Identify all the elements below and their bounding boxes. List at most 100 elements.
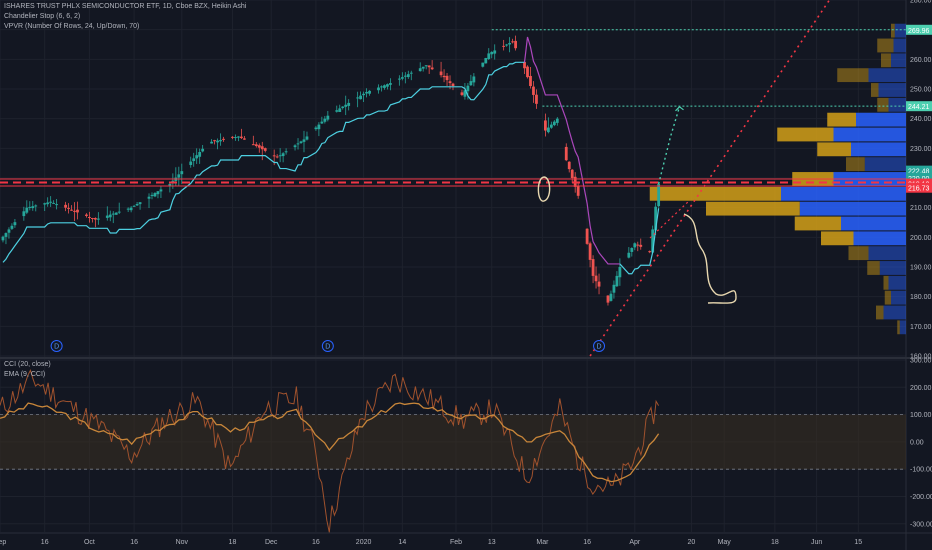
dividend-marker	[50, 340, 63, 352]
candle-body	[25, 207, 29, 213]
vpvr-up-bar	[891, 290, 906, 305]
price-label-bg	[906, 165, 932, 176]
candle-body	[147, 196, 151, 199]
candle-body	[13, 222, 17, 226]
time-tick-label: Sep	[0, 539, 6, 546]
candle-body	[70, 209, 73, 211]
time-tick-label: 15	[854, 539, 862, 546]
time-tick-label: May	[718, 539, 732, 546]
candle-body	[210, 141, 213, 144]
candle-body	[651, 229, 655, 253]
candle-body	[55, 204, 59, 206]
candle-body	[242, 138, 246, 140]
vpvr-down-bar	[706, 201, 800, 216]
chandelier-stop	[2, 36, 660, 275]
candle-body	[323, 118, 327, 122]
vpvr-down-bar	[848, 246, 869, 261]
candle-body	[445, 75, 449, 81]
projection-path	[657, 106, 681, 185]
time-tick-label: 18	[771, 539, 779, 546]
time-tick-label: 2020	[356, 539, 372, 546]
candle-body	[1, 236, 5, 241]
candle-body	[240, 136, 243, 139]
cci-tick-label: -300.00	[910, 521, 932, 528]
candle-body	[657, 183, 661, 207]
candle-body	[96, 218, 100, 220]
candle-body	[469, 81, 473, 86]
chandelier-line	[523, 36, 620, 265]
price-label: 222.48	[908, 169, 930, 176]
drawing-curve	[683, 213, 737, 304]
candle-body	[555, 118, 559, 123]
candle-body	[88, 216, 91, 218]
candle-body	[627, 252, 631, 258]
candle-body	[138, 202, 142, 205]
candle-body	[526, 66, 529, 78]
time-tick-label: 20	[688, 539, 696, 546]
symbol-title[interactable]: ISHARES TRUST PHLX SEMICONDUCTOR ETF, 1D…	[4, 3, 247, 10]
cci-legend: CCI (20, close) EMA (9, CCI)	[4, 360, 51, 380]
time-tick-label: 18	[229, 539, 237, 546]
candle-body	[314, 127, 318, 130]
candle-body	[31, 206, 35, 209]
candle-body	[251, 144, 255, 146]
candle-body	[636, 244, 640, 246]
main-legend: ISHARES TRUST PHLX SEMICONDUCTOR ETF, 1D…	[4, 2, 246, 32]
candle-body	[168, 183, 172, 186]
cci-tick-label: 300.00	[910, 358, 932, 365]
candle-body	[150, 194, 154, 196]
vpvr-up-bar	[833, 127, 906, 142]
candle-body	[570, 169, 574, 178]
candle-body	[532, 86, 535, 95]
price-axis: 280.00270.00260.00250.00240.00230.00220.…	[906, 0, 932, 361]
price-label: 244.21	[908, 104, 930, 111]
price-tick-label: 160.00	[910, 354, 932, 361]
vpvr-down-bar	[877, 38, 894, 53]
candle-body	[129, 207, 133, 211]
vpvr-down-bar	[777, 127, 834, 142]
candle-body	[46, 202, 50, 205]
candle-body	[654, 206, 658, 231]
candle-body	[615, 275, 619, 287]
candle-body	[198, 151, 202, 157]
chandelier-stop-label[interactable]: Chandelier Stop (6, 6, 2)	[4, 13, 81, 20]
cci-axis: 300.00 200.00 100.00 0.00 -100.00 -200.00 -300…	[910, 358, 932, 529]
candle-body	[448, 81, 452, 84]
vpvr-up-bar	[894, 23, 906, 38]
vpvr-up-bar	[841, 216, 906, 231]
cci-label[interactable]: CCI (20, close)	[4, 361, 51, 368]
vpvr-down-bar	[817, 142, 851, 157]
candle-body	[192, 158, 196, 162]
vpvr-profile	[649, 23, 906, 335]
candle-body	[64, 204, 67, 208]
dividend-marker-label: D	[54, 344, 59, 351]
vpvr-label[interactable]: VPVR (Number Of Rows, 24, Up/Down, 70)	[4, 23, 140, 30]
candle-body	[383, 85, 386, 88]
price-tick-label: 280.00	[910, 0, 932, 5]
candle-body	[257, 145, 261, 148]
candle-body	[22, 211, 26, 217]
time-tick-label: Nov	[176, 539, 189, 546]
vpvr-down-bar	[827, 112, 856, 127]
vpvr-down-bar	[867, 261, 880, 275]
candle-body	[472, 76, 476, 83]
candle-body	[442, 75, 446, 78]
vpvr-up-bar	[781, 186, 906, 201]
cci-tick-label: -100.00	[910, 467, 932, 474]
vpvr-down-bar	[846, 157, 865, 172]
vpvr-up-bar	[893, 38, 906, 53]
candle-body	[299, 141, 303, 143]
candle-body	[594, 275, 598, 282]
time-tick-label: 13	[488, 539, 496, 546]
time-tick-label: Oct	[84, 539, 95, 546]
cci-tick-label: -200.00	[910, 494, 932, 501]
price-tick-label: 250.00	[910, 87, 932, 94]
candle-body	[275, 156, 279, 158]
time-tick-label: Feb	[450, 539, 462, 546]
ema-label[interactable]: EMA (9, CCI)	[4, 371, 46, 378]
candle-body	[421, 66, 425, 69]
candle-body	[126, 208, 130, 210]
vpvr-down-bar	[883, 275, 889, 290]
